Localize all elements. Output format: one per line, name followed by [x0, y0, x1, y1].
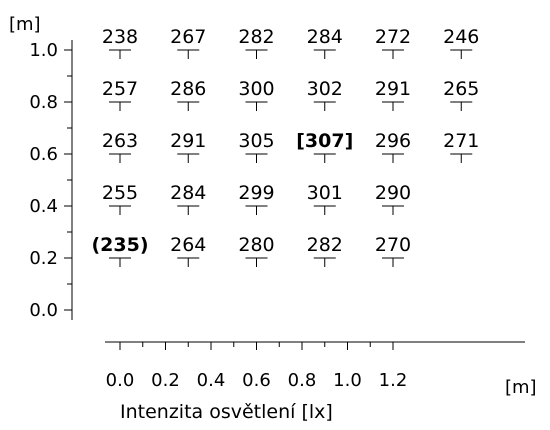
measurement-value: 272	[375, 26, 411, 48]
x-tick-label: 0.8	[288, 370, 317, 391]
measurement-point: 282	[238, 26, 275, 59]
measurement-point: 238	[102, 26, 138, 59]
measurement-point: 265	[443, 78, 479, 111]
y-tick-label: 0.4	[29, 196, 58, 217]
measurement-point: 296	[375, 130, 411, 163]
measurement-point: 291	[375, 78, 411, 111]
measurement-value: 301	[307, 182, 343, 204]
measurement-value: 246	[443, 26, 479, 48]
measurement-point: 284	[307, 26, 343, 59]
chart-title: Intenzita osvětlení [lx]	[120, 401, 333, 423]
measurement-value: 280	[238, 234, 274, 256]
measurement-value: 291	[170, 130, 206, 152]
measurement-point: 270	[375, 234, 411, 267]
measurement-point: 267	[170, 26, 206, 59]
measurement-value: 282	[307, 234, 343, 256]
measurement-value: 296	[375, 130, 411, 152]
measurement-point: 280	[238, 234, 275, 267]
measurement-point: 290	[375, 182, 411, 215]
measurement-value: 290	[375, 182, 411, 204]
y-tick-label: 0.2	[29, 248, 58, 269]
measurement-point: [307]	[296, 130, 353, 163]
measurement-value: (235)	[91, 234, 148, 256]
measurement-value: 238	[102, 26, 138, 48]
y-tick-label: 0.6	[29, 144, 58, 165]
measurement-value: 271	[443, 130, 479, 152]
y-tick-label: 0.0	[29, 300, 58, 321]
measurement-point: 286	[170, 78, 206, 111]
measurement-marks: 238 267 282 284 272 246 257 286 300 302 291 265 263 2…	[91, 26, 479, 267]
measurement-point: 291	[170, 130, 206, 163]
measurement-point: 301	[307, 182, 343, 215]
y-axis-unit: [m]	[9, 14, 41, 35]
y-tick-label: 0.8	[29, 92, 58, 113]
x-tick-label: 0.4	[197, 370, 226, 391]
y-tick-label: 1.0	[29, 40, 58, 61]
measurement-point: (235)	[91, 234, 149, 267]
measurement-point: 271	[443, 130, 479, 163]
measurement-value: 284	[307, 26, 343, 48]
measurement-value: 264	[170, 234, 206, 256]
measurement-value: 257	[102, 78, 138, 100]
measurement-point: 305	[238, 130, 275, 163]
measurement-point: 302	[307, 78, 343, 111]
measurement-value: 305	[238, 130, 274, 152]
measurement-value: 299	[238, 182, 274, 204]
x-tick-label: 0.6	[242, 370, 271, 391]
measurement-point: 264	[170, 234, 206, 267]
x-tick-label: 0.2	[151, 370, 180, 391]
measurement-value: 286	[170, 78, 206, 100]
measurement-point: 255	[102, 182, 138, 215]
measurement-value: 291	[375, 78, 411, 100]
measurement-point: 246	[443, 26, 479, 59]
measurement-value: [307]	[296, 130, 353, 152]
measurement-value: 284	[170, 182, 206, 204]
measurement-value: 302	[307, 78, 343, 100]
x-tick-label: 1.2	[379, 370, 408, 391]
measurement-value: 255	[102, 182, 138, 204]
measurement-point: 300	[238, 78, 275, 111]
x-tick-label: 0.0	[106, 370, 135, 391]
axes: 0.0 0.2 0.4 0.6 0.8 1.0 0.0 0.2 0.4 0.6 0.8 1.0 1.2	[29, 40, 525, 391]
measurement-value: 282	[238, 26, 274, 48]
measurement-value: 263	[102, 130, 138, 152]
measurement-point: 263	[102, 130, 138, 163]
measurement-point: 282	[307, 234, 343, 267]
x-tick-label: 1.0	[333, 370, 362, 391]
measurement-point: 299	[238, 182, 275, 215]
measurement-value: 300	[238, 78, 274, 100]
x-axis-unit: [m]	[505, 377, 537, 398]
measurement-value: 267	[170, 26, 206, 48]
measurement-value: 265	[443, 78, 479, 100]
measurement-point: 284	[170, 182, 206, 215]
measurement-point: 257	[102, 78, 138, 111]
measurement-value: 270	[375, 234, 411, 256]
measurement-point: 272	[375, 26, 411, 59]
